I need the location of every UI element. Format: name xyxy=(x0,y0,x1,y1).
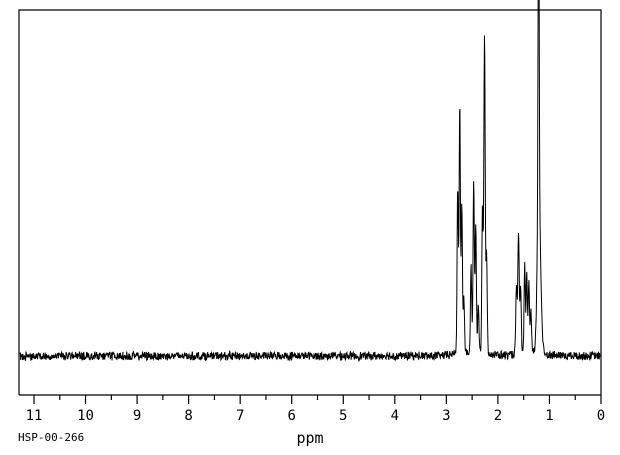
axis-tick-label: 7 xyxy=(236,408,244,424)
axis-tick-label: 0 xyxy=(597,408,605,424)
axis-tick-label: 5 xyxy=(339,408,347,424)
sample-id-label: HSP-00-266 xyxy=(18,431,84,444)
axis-tick-label: 8 xyxy=(184,408,192,424)
spectrum-trace xyxy=(19,0,601,363)
axis-tick-label: 11 xyxy=(26,408,43,424)
x-axis-label: ppm xyxy=(296,429,323,447)
axis-tick-label: 10 xyxy=(77,408,94,424)
axis-tick-label: 1 xyxy=(545,408,553,424)
axis-tick-label: 4 xyxy=(391,408,399,424)
axis-tick-label: 3 xyxy=(442,408,450,424)
plot-frame xyxy=(18,9,602,395)
axis-tick-label: 9 xyxy=(133,408,141,424)
axis-tick-label: 6 xyxy=(288,408,296,424)
axis-tick-label: 2 xyxy=(494,408,502,424)
x-axis: 11 10 9 8 7 6 5 4 3 2 1 0 xyxy=(19,394,606,424)
axis-tick-labels: 11 10 9 8 7 6 5 4 3 2 1 0 xyxy=(26,408,606,424)
axis-tick-marks xyxy=(33,395,602,404)
